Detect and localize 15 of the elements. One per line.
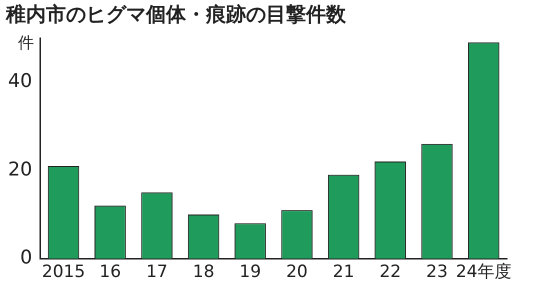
x-tick-label: 19 (239, 262, 262, 282)
x-tick-label: 17 (146, 262, 168, 282)
y-tick-label: 20 (8, 158, 32, 180)
y-axis-title: 件 (18, 33, 34, 52)
y-tick-label: 40 (8, 70, 32, 92)
x-tick-label: 23 (426, 262, 448, 282)
x-tick-label: 21 (332, 262, 354, 282)
chart-title: 稚内市のヒグマ個体・痕跡の目撃件数 (5, 2, 347, 26)
x-tick-label: 24年度 (456, 262, 512, 282)
y-tick-label: 0 (20, 246, 32, 269)
x-tick-label: 22 (379, 262, 402, 282)
x-tick-label: 16 (99, 262, 122, 282)
x-tick-label: 2015 (42, 262, 86, 282)
x-tick-label: 18 (192, 262, 214, 282)
x-tick-label: 20 (286, 262, 308, 282)
